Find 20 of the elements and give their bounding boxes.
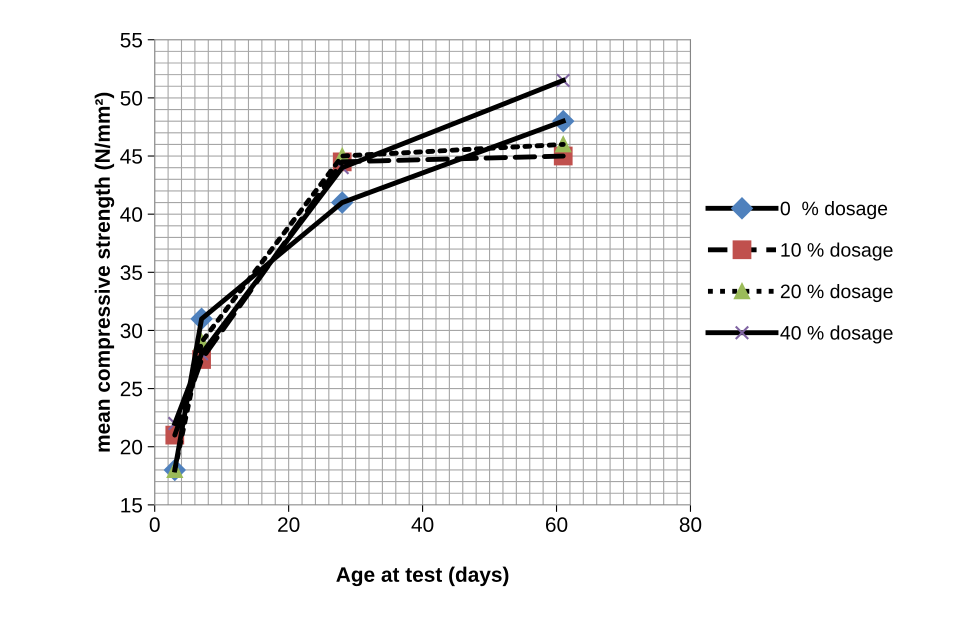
legend-label: 0 % dosage bbox=[780, 201, 888, 220]
legend-label: 10 % dosage bbox=[781, 242, 893, 261]
y-tick-label: 15 bbox=[121, 498, 142, 513]
y-tick-label: 40 bbox=[120, 207, 142, 222]
x-tick-label: 60 bbox=[546, 517, 568, 532]
y-tick-label: 30 bbox=[120, 323, 142, 338]
y-tick-label: 50 bbox=[120, 90, 142, 106]
legend-label: 20 % dosage bbox=[780, 284, 893, 302]
x-axis-title: Age at test (days) bbox=[336, 566, 508, 586]
y-tick-label: 20 bbox=[120, 440, 142, 454]
legend-label: 40 % dosage bbox=[780, 325, 893, 344]
y-tick-label: 35 bbox=[120, 265, 142, 280]
x-tick-label: 20 bbox=[278, 517, 300, 532]
y-tick-label: 55 bbox=[120, 32, 142, 48]
x-tick-label: 0 bbox=[150, 517, 160, 532]
y-tick-label: 45 bbox=[120, 149, 142, 164]
y-tick-label: 25 bbox=[120, 382, 142, 396]
x-tick-label: 80 bbox=[680, 517, 702, 532]
y-axis-title: mean compressive strength (N/mm²) bbox=[94, 92, 114, 452]
x-tick-label: 40 bbox=[411, 517, 434, 532]
